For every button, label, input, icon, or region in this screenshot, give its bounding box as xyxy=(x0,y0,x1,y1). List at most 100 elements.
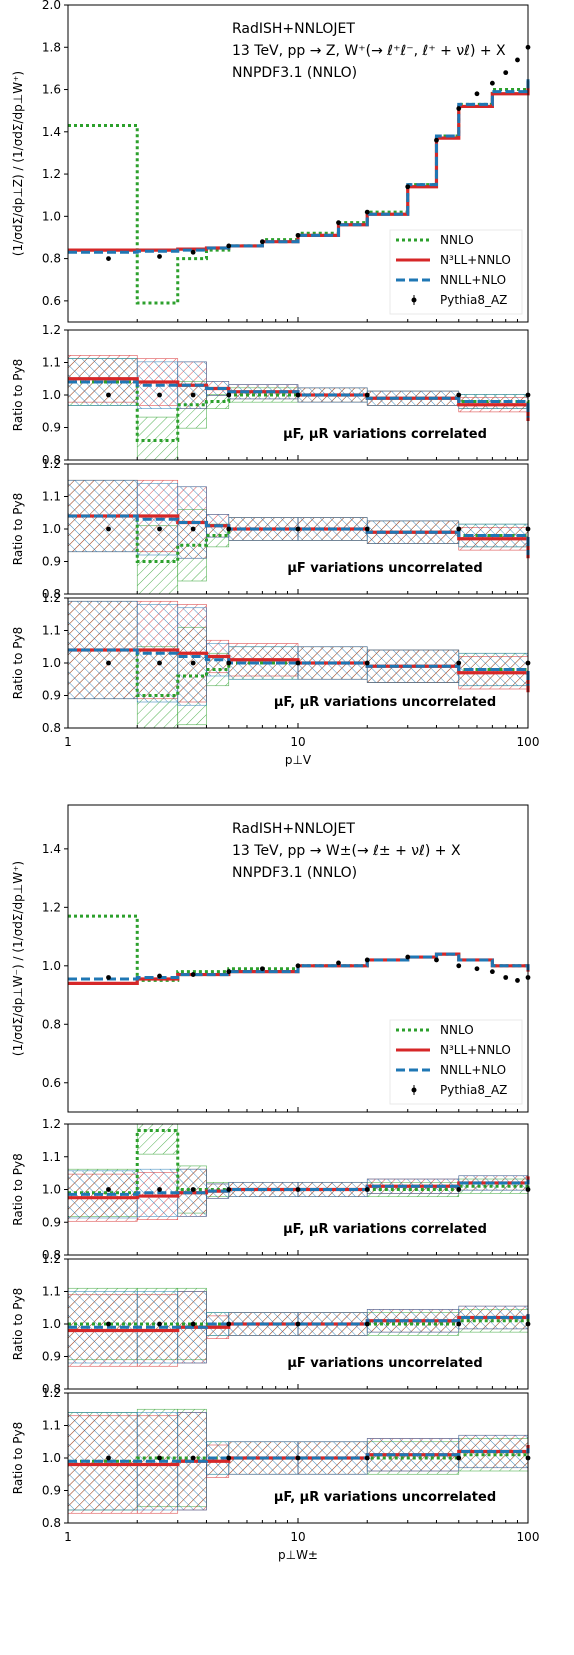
chart1-panel2-ytick-label-2: 1.0 xyxy=(42,388,61,402)
chart2-panel2-ytick-label-1: 0.9 xyxy=(42,1215,61,1229)
chart2-xtick-label-1: 10 xyxy=(290,1530,305,1544)
chart2-panel4-pythia-point-1 xyxy=(157,1455,162,1461)
chart1-panel3-pythia-point-6 xyxy=(456,526,462,532)
chart1-panel1-ytick-label-3: 1.2 xyxy=(42,167,61,181)
chart2-panel1-pythia-point-14 xyxy=(515,978,520,983)
chart2-panel3-line-nnll-nlo xyxy=(68,1314,530,1329)
chart1-panel4-pythia-point-5 xyxy=(364,660,370,666)
chart2-panel1: 0.6 0.8 1.0 1.2 1.4 (1/σdΣ/dp⊥W⁻) / (1/σdΣ/dp… xyxy=(11,804,531,1113)
chart2-xtick-label-2: 100 xyxy=(517,1530,540,1544)
chart2-legend-label-0: NNLO xyxy=(440,1023,474,1037)
chart1-xlabel: p⊥V xyxy=(285,753,312,767)
chart2-panel4-ytick-label-0: 0.8 xyxy=(42,1516,61,1530)
chart2-legend-box xyxy=(389,1019,523,1105)
chart1-panel1-pythia-point-6 xyxy=(336,220,341,226)
chart1-panel3-pythia-point-5 xyxy=(364,526,370,532)
chart2-panel3-ytick-label-3: 1.1 xyxy=(42,1285,61,1299)
chart2-panel4-line-nnll-nlo xyxy=(68,1448,530,1463)
chart2-panel4-pythia-point-3 xyxy=(226,1455,232,1461)
chart2-panel1-pythia-point-13 xyxy=(503,975,509,980)
chart2-panel1-ytick-label-3: 1.2 xyxy=(42,900,61,914)
chart1-panel1-pythia-point-0 xyxy=(106,256,111,261)
chart1-panel1-pythia-point-1 xyxy=(157,254,162,259)
chart1-panel4-pythia-point-0 xyxy=(106,660,111,666)
chart2-panel3-annotation: μF variations uncorrelated xyxy=(287,1356,482,1371)
chart1-annotation-0: RadISH+NNLOJET xyxy=(232,21,355,37)
chart2-panel4-ytick-label-1: 0.9 xyxy=(42,1484,61,1498)
chart1-panel3-pythia-point-1 xyxy=(157,526,162,532)
chart2-panel4-ytick-label-2: 1.0 xyxy=(42,1451,61,1465)
chart1-panel4-pythia-point-4 xyxy=(295,660,301,666)
chart2-panel4-band-nnll-nlo-1 xyxy=(136,1412,179,1511)
chart2-panel1-pythia-point-12 xyxy=(489,969,495,975)
chart2-panel2-ytick-label-3: 1.1 xyxy=(42,1150,61,1164)
chart1-xtick-label-2: 100 xyxy=(517,735,540,749)
chart2-panel3-pythia-point-4 xyxy=(295,1321,301,1327)
chart1-panel1-pythia-point-9 xyxy=(434,137,439,143)
chart2-panel1-ylabel: (1/σdΣ/dp⊥W⁻) / (1/σdΣ/dp⊥W⁺) xyxy=(11,861,25,1056)
chart2-panel1-pythia-point-7 xyxy=(364,957,370,963)
chart2-panel1-pythia-point-11 xyxy=(474,966,480,972)
chart1-panel2-line-nnll-nlo xyxy=(68,380,530,418)
chart2-legend-label-3: Pythia8_AZ xyxy=(440,1083,507,1097)
chart2-panel4-pythia-point-5 xyxy=(364,1455,370,1461)
chart1-panel2-pythia-point-4 xyxy=(295,392,301,398)
chart2-xtick-label-0: 1 xyxy=(64,1530,72,1544)
chart1-panel3-pythia-point-3 xyxy=(226,526,232,532)
chart1-panel1-pythia-point-14 xyxy=(515,57,520,63)
chart1-xtick-label-0: 1 xyxy=(64,735,72,749)
chart1-panel3-annotation: μF variations uncorrelated xyxy=(287,561,482,576)
chart1-panel4-line-nnlo xyxy=(68,648,530,697)
chart2-panel3-ytick-label-1: 0.9 xyxy=(42,1350,61,1364)
chart1-legend-label-0: NNLO xyxy=(440,233,474,247)
chart1-panel1-ytick-label-6: 1.8 xyxy=(42,40,61,54)
chart1-panel2-pythia-point-3 xyxy=(226,392,232,398)
chart1-panel1-line-nnll-nlo xyxy=(68,78,530,254)
chart2-panel2-pythia-point-1 xyxy=(157,1187,162,1192)
chart1-panel4-ytick-label-3: 1.1 xyxy=(42,624,61,638)
chart2-annotation-1: 13 TeV, pp → W±(→ ℓ± + νℓ) + X xyxy=(232,843,461,859)
chart1-panel1-pythia-point-10 xyxy=(456,106,462,111)
chart2-panel4-ylabel: Ratio to Py8 xyxy=(11,1422,25,1494)
chart1-panel1-pythia-point-2 xyxy=(190,249,196,255)
chart1-panel4-pythia-point-6 xyxy=(456,660,462,666)
chart2-legend-label-2: NNLL+NLO xyxy=(440,1063,506,1077)
chart1-panel2-ytick-label-1: 0.9 xyxy=(42,421,61,435)
chart1-panel2-ytick-label-4: 1.2 xyxy=(42,323,61,337)
chart1-panel1-pythia-point-13 xyxy=(503,70,509,76)
chart2-annotation-2: NNPDF3.1 (NNLO) xyxy=(232,865,357,881)
chart1-panel1-pythia-point-3 xyxy=(226,243,232,249)
chart1-annotation-2: NNPDF3.1 (NNLO) xyxy=(232,65,357,81)
chart1-panel3-ylabel: Ratio to Py8 xyxy=(11,493,25,565)
chart1-xtick-label-1: 10 xyxy=(290,735,305,749)
chart1-panel2-pythia-point-6 xyxy=(456,392,462,398)
chart2-panel3-pythia-point-5 xyxy=(364,1321,370,1327)
chart1-panel4-annotation: μF, μR variations uncorrelated xyxy=(274,695,496,710)
chart1-panel4-ytick-label-4: 1.2 xyxy=(42,591,61,605)
chart1-annotation-1: 13 TeV, pp → Z, W⁺(→ ℓ⁺ℓ⁻, ℓ⁺ + νℓ) + X xyxy=(232,43,506,59)
chart1-panel3-pythia-point-4 xyxy=(295,526,301,532)
chart1-panel4-pythia-point-2 xyxy=(190,660,196,666)
chart2-panel1-pythia-point-1 xyxy=(157,973,162,979)
chart2-panel2-pythia-point-0 xyxy=(106,1187,111,1192)
chart1-panel4-ytick-label-0: 0.8 xyxy=(42,721,61,735)
chart1-panel1-ytick-label-4: 1.4 xyxy=(42,125,61,139)
chart2-panel4-pythia-point-6 xyxy=(456,1455,462,1461)
chart1-panel3-ytick-label-4: 1.2 xyxy=(42,457,61,471)
chart2-panel1-pythia-point-8 xyxy=(405,954,411,960)
chart2-panel2-ytick-label-0: 0.8 xyxy=(42,1248,61,1262)
chart2-panel2-ytick-label-4: 1.2 xyxy=(42,1117,61,1131)
chart2-panel3-pythia-point-3 xyxy=(226,1321,232,1327)
chart1-panel1-ylabel: (1/σdΣ/dp⊥Z) / (1/σdΣ/dp⊥W⁺) xyxy=(11,71,25,256)
chart1-panel3-ytick-label-1: 0.9 xyxy=(42,555,61,569)
chart2-panel2-ylabel: Ratio to Py8 xyxy=(11,1153,25,1225)
chart1-panel2-ytick-label-0: 0.8 xyxy=(42,453,61,467)
chart2-panel1-pythia-point-10 xyxy=(456,963,462,969)
chart1-panel2-annotation: μF, μR variations correlated xyxy=(283,427,487,442)
chart2-panel1-pythia-point-5 xyxy=(295,963,301,969)
chart2-panel3-pythia-point-2 xyxy=(190,1321,196,1327)
chart2-panel1-ytick-label-0: 0.6 xyxy=(42,1076,61,1090)
chart2-panel1-ytick-label-4: 1.4 xyxy=(42,842,61,856)
chart2-panel3-ylabel: Ratio to Py8 xyxy=(11,1288,25,1360)
